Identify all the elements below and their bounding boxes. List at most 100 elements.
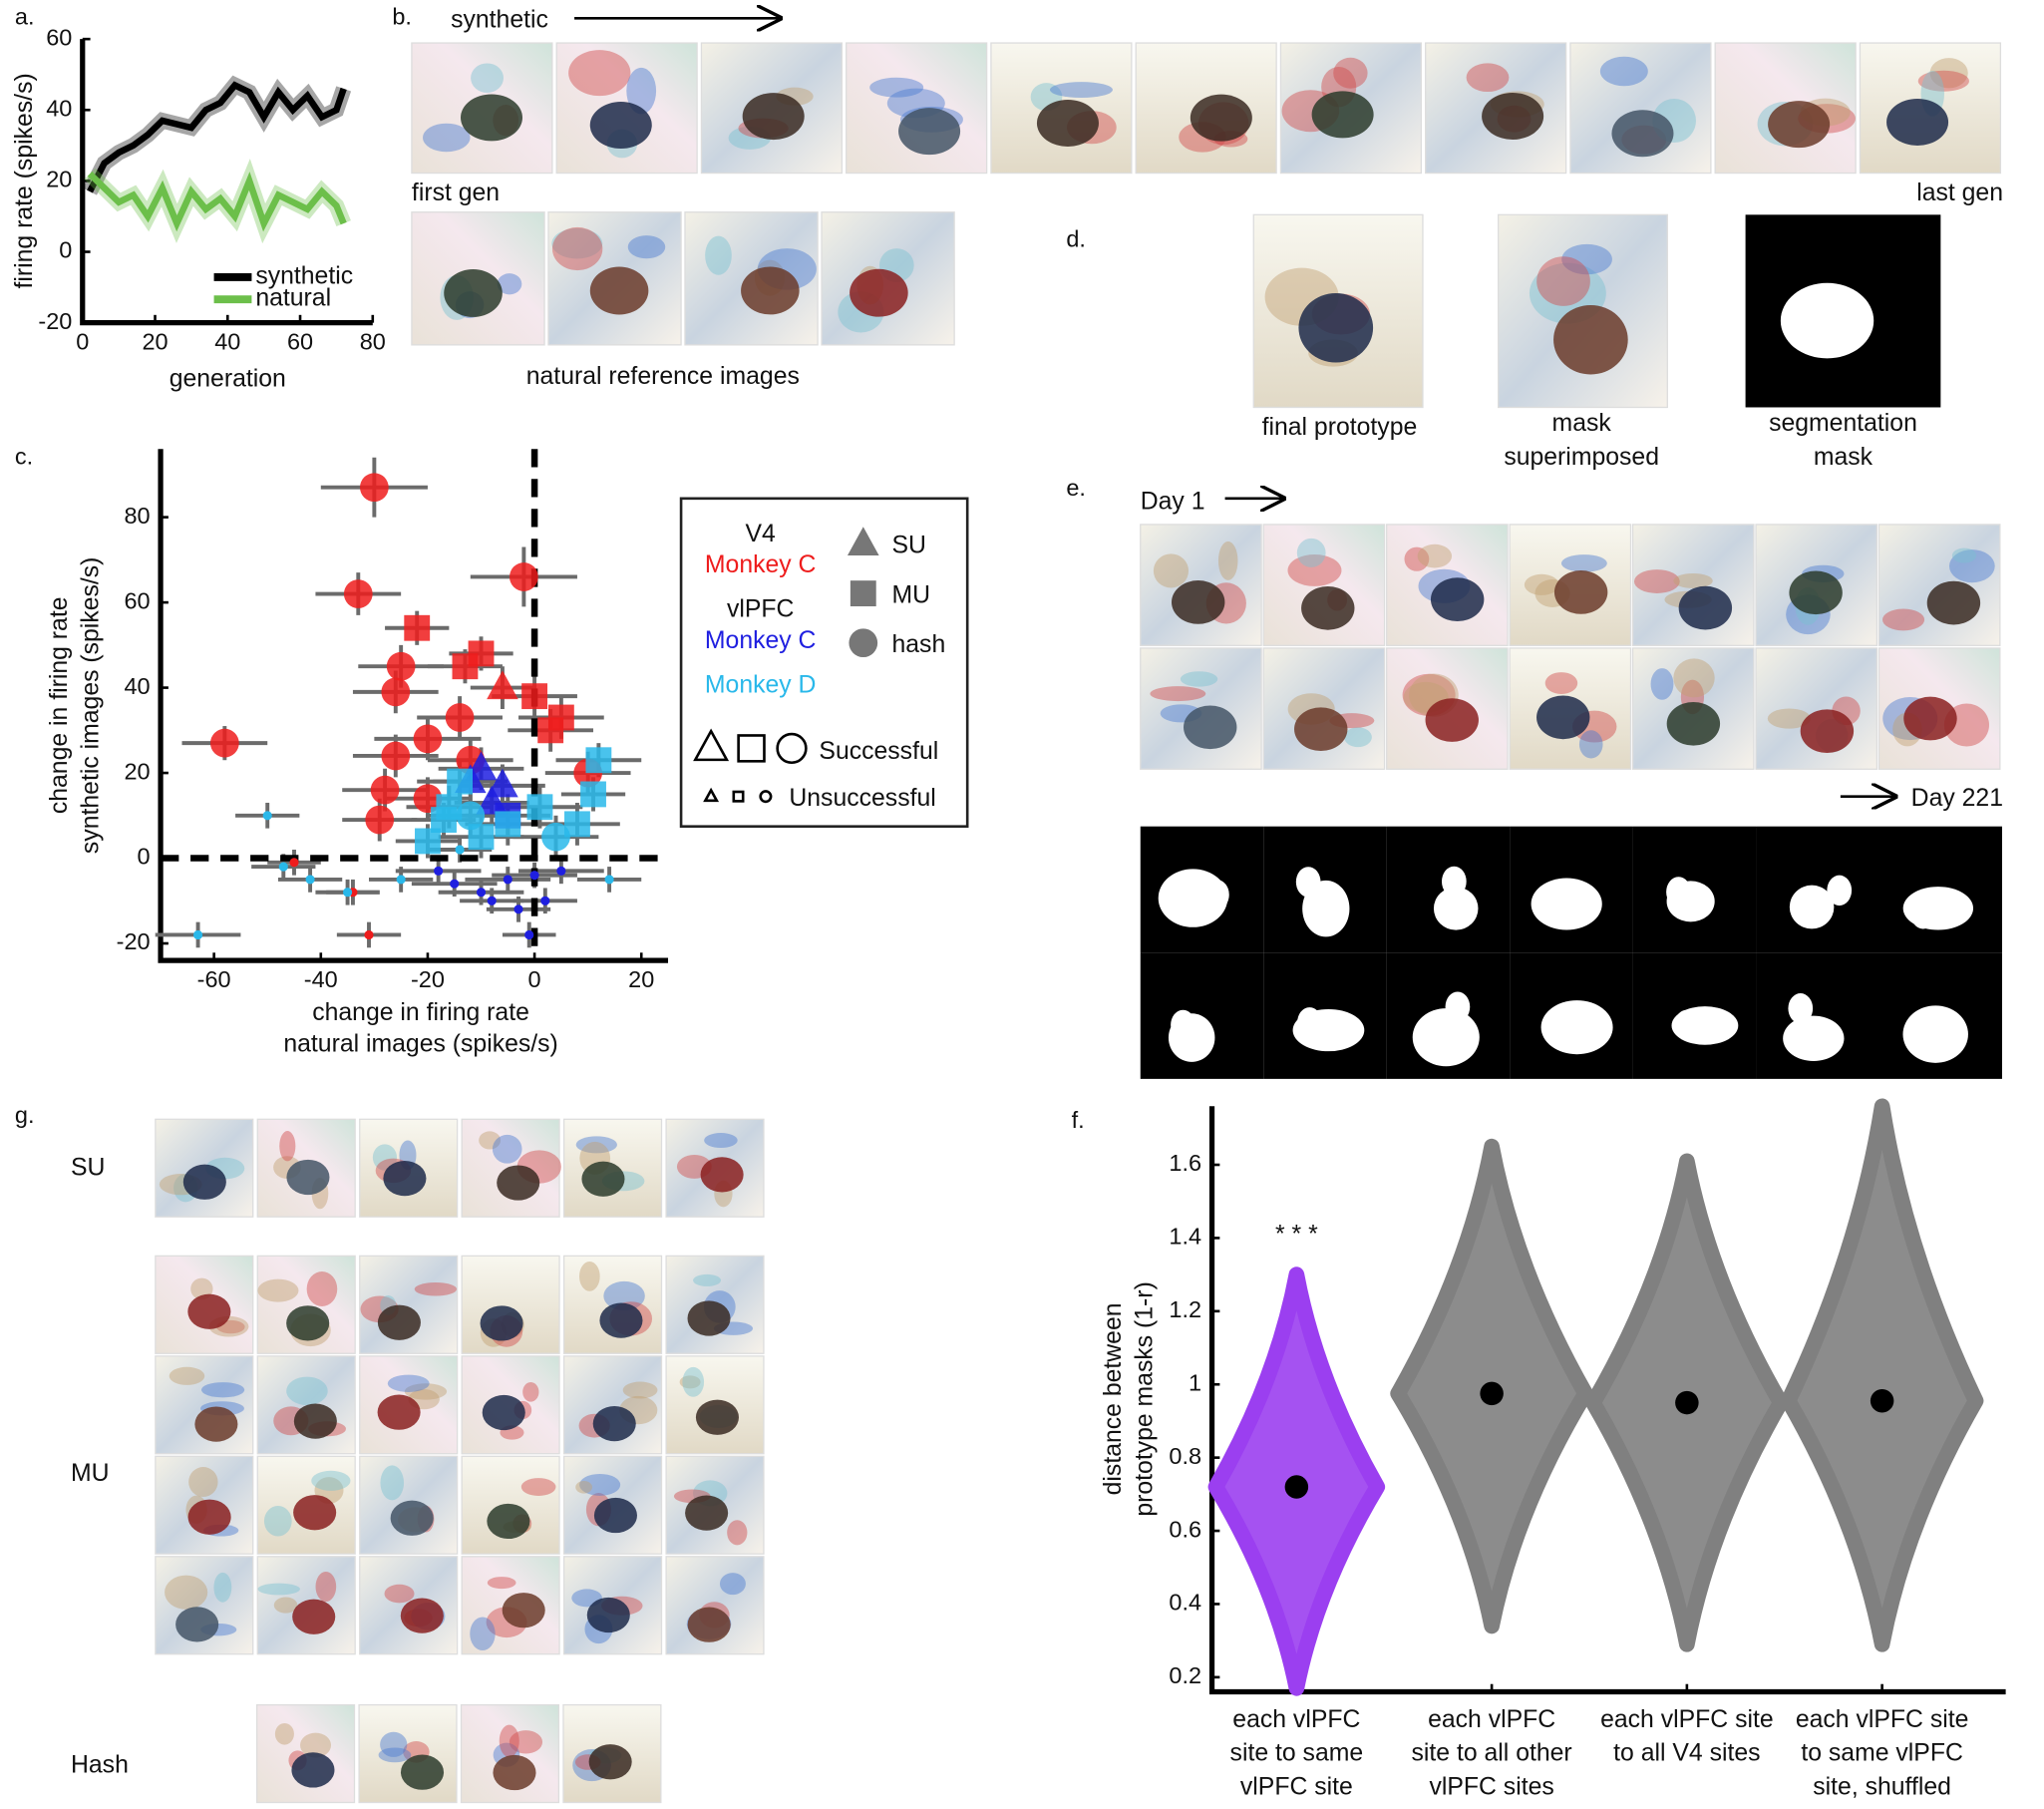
mask-blob <box>1295 867 1321 898</box>
x-tick-label: -20 <box>411 966 445 992</box>
row-label: Hash <box>71 1751 129 1778</box>
image-object <box>286 1305 330 1341</box>
image-blob <box>499 1724 519 1757</box>
image-object <box>293 1495 337 1531</box>
image-tile <box>256 1255 356 1354</box>
image-tile <box>990 42 1133 175</box>
y-tick-label: 20 <box>46 167 72 192</box>
image-blob <box>1948 549 1995 583</box>
image-tile <box>562 1703 662 1804</box>
image-tile <box>1140 647 1262 770</box>
mask-blob <box>1433 887 1479 930</box>
category-label: to same vlPFC <box>1801 1740 1963 1767</box>
legend-label: hash <box>891 631 945 658</box>
legend-shape <box>850 580 876 607</box>
image-tile <box>562 1355 663 1455</box>
panel-label: a. <box>15 3 35 29</box>
x-tick-label: 20 <box>628 966 654 992</box>
legend-label: synthetic <box>255 263 353 290</box>
image-blob <box>1150 686 1206 702</box>
segmentation-label: mask <box>1814 444 1874 471</box>
image-tile <box>562 1556 663 1655</box>
image-blob <box>404 1383 448 1400</box>
image-tile <box>547 211 682 346</box>
point <box>585 747 612 774</box>
image-tile <box>359 1355 459 1455</box>
image-object <box>1678 585 1733 630</box>
mask-blob <box>1674 1009 1699 1041</box>
image-blob <box>1180 671 1218 687</box>
mask-blob <box>1171 1009 1195 1041</box>
image-object <box>1886 98 1949 146</box>
mask-blob <box>1827 875 1853 906</box>
image-tile <box>562 1118 663 1218</box>
point <box>445 703 475 732</box>
image-object <box>194 1406 238 1442</box>
point <box>305 875 315 885</box>
point <box>289 858 299 868</box>
legend-label: Monkey C <box>705 551 817 578</box>
image-tile <box>256 1118 356 1218</box>
image-blob <box>188 1467 218 1497</box>
point <box>537 717 564 744</box>
legend-label: natural <box>255 285 331 312</box>
image-blob <box>1767 708 1812 729</box>
axes <box>158 449 669 963</box>
image-blob <box>1524 573 1559 595</box>
image-blob <box>470 1617 496 1651</box>
image-object <box>1184 705 1237 750</box>
image-tile <box>359 1255 459 1354</box>
image-tile <box>684 211 819 346</box>
mask-blob <box>1445 991 1471 1022</box>
image-object <box>1926 580 1981 625</box>
image-object <box>592 1405 636 1442</box>
y-tick-label: 1.6 <box>1169 1150 1201 1176</box>
superimposed-label: mask <box>1552 410 1612 437</box>
panel-label: d. <box>1066 226 1086 252</box>
image-blob <box>213 1572 232 1603</box>
legend-label: Unsuccessful <box>789 785 935 812</box>
image-object <box>1536 695 1590 740</box>
annotation: * * * <box>1275 1222 1318 1249</box>
image-object <box>1611 110 1674 158</box>
legend-label: Monkey D <box>705 671 817 698</box>
image-tile <box>256 1355 356 1455</box>
panel-label: b. <box>392 3 412 29</box>
image-tile <box>155 1355 254 1455</box>
image-blob <box>520 1478 556 1496</box>
category-label: to all V4 sites <box>1613 1740 1760 1767</box>
point <box>262 811 272 821</box>
image-blob <box>1881 608 1925 631</box>
image-tile <box>1877 524 2001 646</box>
y-tick-label: 1 <box>1189 1369 1201 1395</box>
image-blob <box>471 63 504 93</box>
image-blob <box>1650 668 1674 700</box>
image-bg <box>358 1703 458 1804</box>
image-object <box>460 94 523 142</box>
image-blob <box>273 1597 298 1614</box>
image-object <box>482 1394 525 1431</box>
category-label: each vlPFC site <box>1796 1706 1969 1733</box>
point <box>413 784 443 814</box>
day-start-label: Day 1 <box>1141 488 1205 515</box>
category-label: site to all other <box>1412 1740 1572 1767</box>
image-object <box>291 1752 335 1788</box>
legend-shape <box>849 628 878 658</box>
image-tile <box>155 1455 254 1555</box>
image-object <box>1553 304 1628 375</box>
image-object <box>502 1593 545 1628</box>
point <box>510 562 538 591</box>
image-blob <box>568 50 631 97</box>
y-tick-label: -20 <box>38 308 72 334</box>
image-tile <box>1140 524 1262 646</box>
image-tile <box>1631 524 1755 646</box>
panel-label: e. <box>1066 475 1086 501</box>
category-label: site to same <box>1230 1740 1364 1767</box>
image-tile <box>1262 524 1386 646</box>
image-blob <box>719 1573 746 1596</box>
y-tick-label: 1.4 <box>1169 1224 1201 1250</box>
point <box>524 929 534 940</box>
panel-label: f. <box>1072 1107 1085 1133</box>
image-blob <box>479 1131 502 1150</box>
image-tile <box>665 1118 765 1218</box>
